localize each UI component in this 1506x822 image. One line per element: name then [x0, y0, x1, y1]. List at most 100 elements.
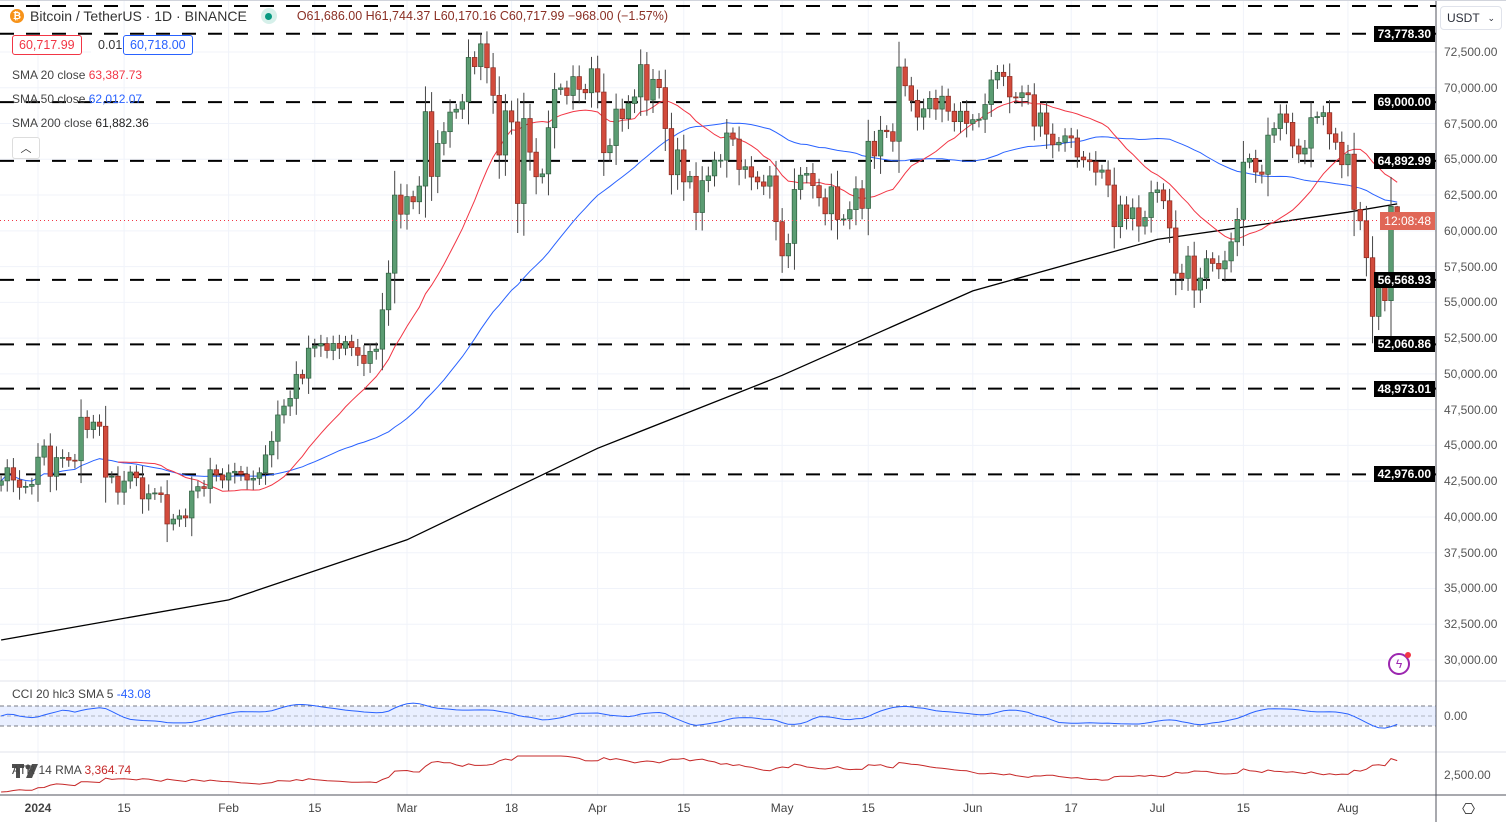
candle-up	[447, 111, 453, 133]
time-tick-label: 15	[1236, 801, 1251, 815]
candle-down	[472, 57, 478, 67]
candle-up	[435, 143, 441, 177]
candle-down	[84, 416, 90, 430]
symbol-title[interactable]: Bitcoin / TetherUS · 1D · BINANCE	[30, 8, 247, 24]
lightning-alert-icon[interactable]: ϟ	[1388, 652, 1411, 675]
candle-up	[927, 98, 933, 110]
candle-up	[1037, 112, 1044, 127]
candle-down	[1296, 145, 1302, 155]
time-tick-label: 15	[308, 801, 322, 815]
candle-up	[90, 421, 97, 430]
candle-down	[349, 341, 355, 348]
candle-up	[207, 469, 213, 489]
candle-down	[1025, 92, 1031, 96]
candle-up	[293, 374, 299, 399]
candle-up	[847, 209, 853, 220]
candle-down	[66, 457, 72, 461]
legend-cci[interactable]: CCI 20 hlc3 SMA 5 -43.08	[12, 687, 151, 701]
atr-line	[1, 755, 1398, 793]
candle-down	[748, 166, 755, 178]
candle-down	[834, 186, 841, 220]
time-tick-label: May	[770, 801, 794, 815]
candle-down	[951, 110, 957, 123]
candle-up	[1388, 206, 1394, 301]
candle-down	[139, 477, 146, 500]
candle-down	[779, 221, 785, 257]
candle-up	[558, 87, 564, 90]
candle-down	[963, 110, 970, 124]
chevron-down-icon: ⌄	[1487, 12, 1495, 23]
candle-up	[59, 457, 66, 459]
candle-up	[957, 110, 964, 123]
candle-down	[1160, 189, 1167, 202]
candle-down	[1382, 287, 1388, 301]
sell-price-button[interactable]: 60,717.99	[12, 35, 82, 55]
candle-up	[687, 175, 693, 183]
bar-countdown-label: 12:08:48	[1380, 211, 1435, 230]
candle-up	[791, 189, 798, 244]
candle-up	[1314, 116, 1320, 119]
candle-up	[1148, 192, 1154, 218]
candle-down	[1191, 255, 1197, 291]
legend-sma20[interactable]: SMA 20 close 63,387.73	[12, 68, 143, 82]
candle-up	[970, 119, 976, 124]
candle-up	[416, 185, 422, 203]
price-tick-label: 55,000.00	[1444, 295, 1498, 310]
candle-up	[625, 103, 632, 120]
candle-up	[804, 173, 810, 176]
candle-down	[644, 64, 650, 101]
legend-sma200[interactable]: SMA 200 close 61,882.36	[12, 116, 149, 130]
candle-down	[601, 91, 607, 154]
candle-down	[201, 486, 207, 489]
candle-up	[453, 108, 459, 113]
currency-dropdown[interactable]: USDT ⌄	[1440, 6, 1502, 30]
candle-up	[281, 405, 287, 416]
candle-up	[127, 471, 133, 482]
candle-down	[754, 176, 761, 183]
buy-price-button[interactable]: 60,718.00	[123, 35, 193, 55]
candle-up	[1271, 128, 1277, 136]
candle-up	[109, 475, 115, 478]
time-tick-label: 17	[1064, 801, 1078, 815]
legend-atr[interactable]: ATR 14 RMA 3,364.74	[12, 763, 132, 777]
candle-up	[1154, 189, 1160, 193]
candle-up	[1142, 217, 1148, 227]
candle-down	[1332, 133, 1339, 143]
candle-up	[478, 43, 484, 67]
time-tick-label: 18	[504, 801, 519, 815]
candle-down	[490, 67, 496, 96]
candle-down	[428, 111, 435, 177]
candle-up	[1234, 219, 1240, 243]
candle-down	[10, 467, 17, 481]
candle-down	[908, 85, 914, 101]
price-tick-label: 42,500.00	[1444, 474, 1498, 489]
candle-down	[662, 87, 668, 129]
level-price-label: 48,973.01	[1373, 380, 1435, 397]
candle-down	[1007, 76, 1013, 98]
candle-down	[582, 88, 588, 94]
candle-down	[508, 110, 515, 123]
sma50-line	[0, 122, 1398, 482]
candle-down	[1111, 184, 1117, 228]
candle-up	[705, 175, 711, 181]
candle-up	[342, 341, 349, 349]
price-tick-label: 62,500.00	[1444, 188, 1498, 203]
settings-icon[interactable]: ⎔	[1462, 801, 1476, 818]
chevron-up-icon: ︿	[20, 143, 32, 155]
candle-up	[865, 140, 871, 209]
candle-up	[1203, 258, 1210, 279]
candle-down	[945, 95, 951, 112]
legend-sma50[interactable]: SMA 50 close 62,012.07	[12, 92, 143, 106]
collapse-legend-button[interactable]: ︿	[12, 137, 40, 159]
candle-up	[152, 492, 158, 495]
candle-down	[619, 108, 625, 120]
candle-down	[736, 138, 742, 170]
candle-up	[588, 68, 595, 94]
price-tick-label: 45,000.00	[1444, 438, 1498, 453]
candle-down	[884, 129, 890, 133]
candle-down	[1357, 209, 1363, 222]
candle-up	[1056, 141, 1062, 146]
candle-down	[656, 78, 662, 88]
candle-down	[182, 515, 189, 519]
